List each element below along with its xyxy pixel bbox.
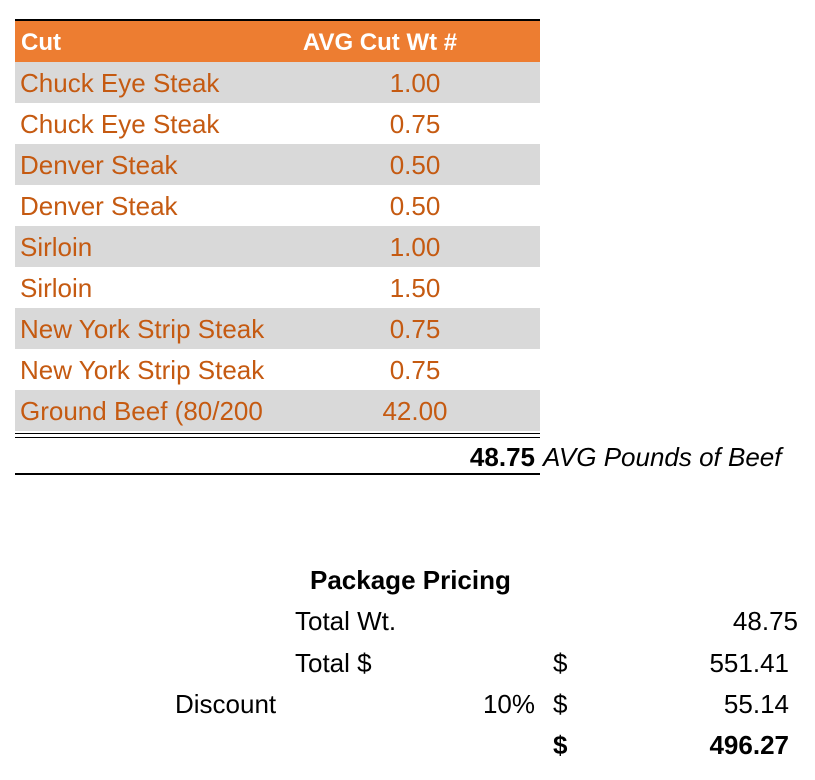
- total-row: 48.75 AVG Pounds of Beef: [15, 440, 795, 474]
- total-dollar-value[interactable]: 551.41: [709, 648, 789, 678]
- total-dollar-label[interactable]: Total $: [295, 648, 372, 678]
- cut-cell[interactable]: Denver Steak: [20, 150, 178, 180]
- table-double-bottom-border: [15, 433, 540, 438]
- cut-cell[interactable]: Ground Beef (80/200: [20, 396, 263, 426]
- total-wt-label[interactable]: Total Wt.: [295, 606, 397, 636]
- table-row: Sirloin 1.50: [15, 267, 540, 308]
- table-row: Chuck Eye Steak 1.00: [15, 62, 540, 103]
- weight-cell[interactable]: 0.50: [389, 191, 441, 221]
- weight-cell[interactable]: 1.00: [389, 232, 441, 262]
- total-weight-value[interactable]: 48.75: [469, 442, 535, 472]
- weight-cell[interactable]: 1.50: [389, 273, 441, 303]
- table-row: Denver Steak 0.50: [15, 144, 540, 185]
- weight-cell[interactable]: 42.00: [382, 396, 448, 426]
- cut-cell[interactable]: Sirloin: [20, 273, 93, 303]
- header-cut[interactable]: Cut: [21, 29, 61, 56]
- table-top-border: [15, 19, 540, 21]
- cut-weight-table: Cut AVG Cut Wt # Chuck Eye Steak 1.00 Ch…: [15, 19, 540, 438]
- weight-cell[interactable]: 0.75: [389, 314, 441, 344]
- package-pricing-section: Package Pricing Total Wt. 48.75 Total $ …: [0, 560, 815, 780]
- package-pricing-title[interactable]: Package Pricing: [310, 565, 511, 595]
- cut-cell[interactable]: New York Strip Steak: [20, 355, 265, 385]
- table-row: New York Strip Steak 0.75: [15, 349, 540, 390]
- weight-cell[interactable]: 0.50: [389, 150, 441, 180]
- discount-percent[interactable]: 10%: [482, 689, 535, 719]
- cut-cell[interactable]: Chuck Eye Steak: [20, 68, 220, 98]
- table-row: Ground Beef (80/200 42.00: [15, 390, 540, 431]
- table-row: Chuck Eye Steak 0.75: [15, 103, 540, 144]
- header-avg-cut-wt[interactable]: AVG Cut Wt #: [302, 29, 458, 56]
- total-bottom-border: [15, 473, 540, 475]
- weight-cell[interactable]: 0.75: [389, 109, 441, 139]
- weight-cell[interactable]: 1.00: [389, 68, 441, 98]
- table-row: Sirloin 1.00: [15, 226, 540, 267]
- table-row: New York Strip Steak 0.75: [15, 308, 540, 349]
- cut-cell[interactable]: Denver Steak: [20, 191, 178, 221]
- discount-label[interactable]: Discount: [175, 689, 277, 719]
- final-dollar-sign: $: [553, 730, 568, 760]
- table-row: Denver Steak 0.50: [15, 185, 540, 226]
- weight-cell[interactable]: 0.75: [389, 355, 441, 385]
- total-weight-label[interactable]: AVG Pounds of Beef: [543, 442, 782, 472]
- discount-dollar-sign: $: [553, 689, 568, 719]
- discount-value[interactable]: 55.14: [723, 689, 789, 719]
- final-price-value[interactable]: 496.27: [709, 730, 789, 760]
- cut-cell[interactable]: Sirloin: [20, 232, 93, 262]
- total-wt-value[interactable]: 48.75: [732, 606, 798, 636]
- cut-cell[interactable]: New York Strip Steak: [20, 314, 265, 344]
- total-dollar-sign: $: [553, 648, 568, 678]
- table-header-row: Cut AVG Cut Wt #: [15, 21, 540, 62]
- cut-cell[interactable]: Chuck Eye Steak: [20, 109, 220, 139]
